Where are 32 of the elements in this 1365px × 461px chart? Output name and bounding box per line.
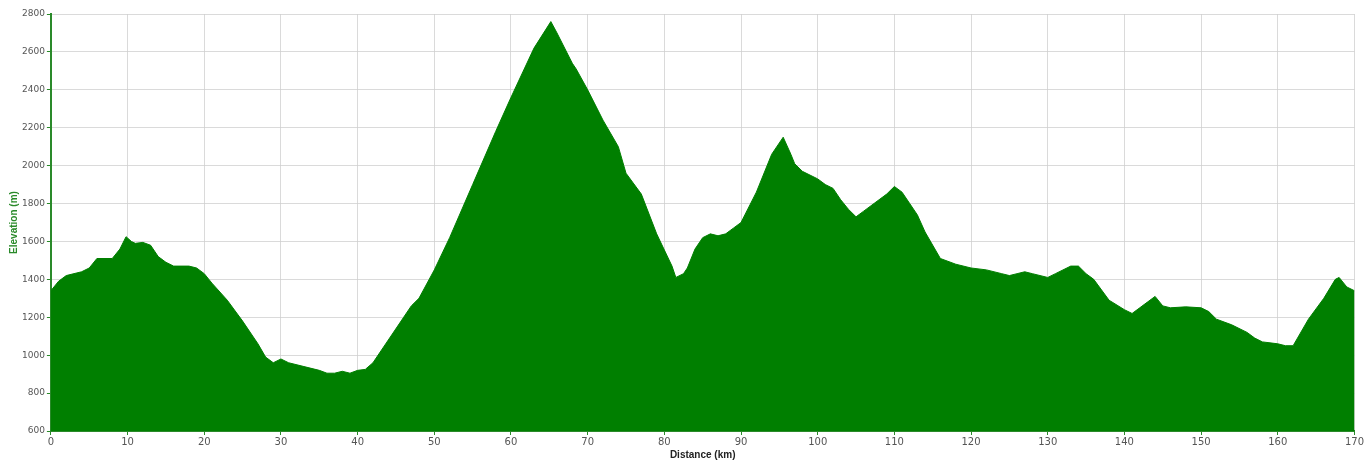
y-tick-label: 2800 <box>22 8 46 19</box>
x-tick-label: 130 <box>1038 435 1058 447</box>
x-tick-label: 50 <box>427 435 441 447</box>
y-tick-label: 600 <box>27 425 46 436</box>
x-tick-label: 120 <box>961 435 981 447</box>
y-tick-label: 2600 <box>22 46 46 57</box>
x-tick-label: 70 <box>581 435 595 447</box>
x-tick-label: 10 <box>121 435 134 447</box>
y-tick-label: 2200 <box>22 122 46 133</box>
x-tick-label: 90 <box>734 435 748 447</box>
x-tick-label: 60 <box>504 435 518 447</box>
x-tick-label: 110 <box>884 435 904 447</box>
y-tick-label: 1400 <box>22 273 46 284</box>
x-tick-label: 0 <box>47 435 55 447</box>
x-tick-label: 160 <box>1268 435 1288 447</box>
x-tick-label: 140 <box>1114 435 1134 447</box>
y-tick-label: 1000 <box>22 349 46 360</box>
y-tick-label: 1800 <box>22 197 46 208</box>
x-tick-label: 20 <box>197 435 211 447</box>
x-tick-label: 150 <box>1191 435 1211 447</box>
y-tick-label: 800 <box>27 387 46 398</box>
x-tick-label: 40 <box>351 435 364 447</box>
y-tick-label: 2400 <box>22 84 46 95</box>
x-tick-label: 30 <box>274 435 288 447</box>
y-tick-label: 1600 <box>22 235 46 246</box>
x-tick-label: 170 <box>1344 435 1364 447</box>
y-tick-label: 2000 <box>22 159 46 170</box>
x-tick-label: 80 <box>657 435 671 447</box>
x-axis-title: Distance (km) <box>669 448 736 460</box>
x-tick-label: 100 <box>808 435 828 447</box>
y-tick-label: 1200 <box>22 311 46 322</box>
y-axis-title: Elevation (m) <box>7 191 19 254</box>
